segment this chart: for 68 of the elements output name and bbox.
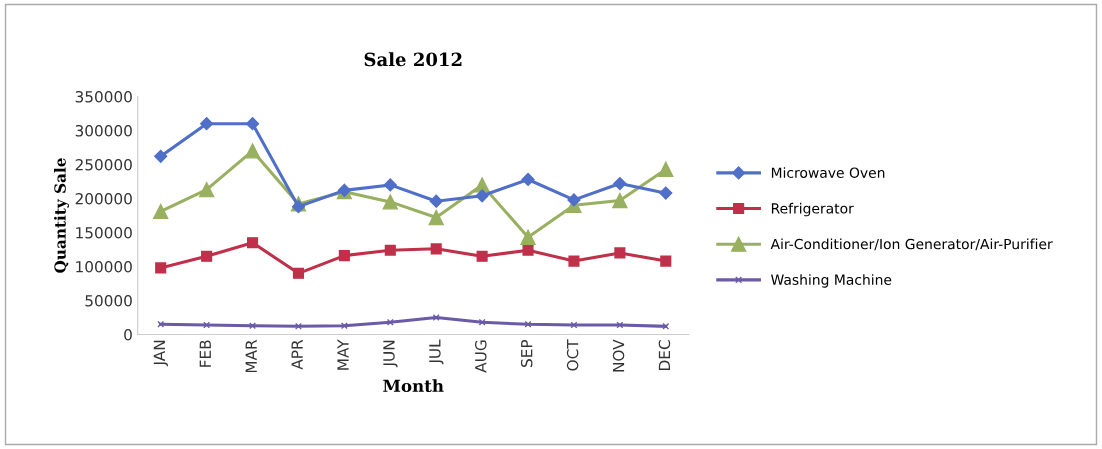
point bbox=[429, 194, 443, 208]
x-tick-label: NOV bbox=[612, 339, 625, 372]
x-tick-label: APR bbox=[291, 339, 303, 370]
x-axis-title: Month bbox=[383, 379, 444, 393]
point bbox=[294, 322, 302, 330]
x-tick-label: MAR bbox=[245, 339, 257, 373]
y-tick-label: 150000 bbox=[76, 226, 132, 239]
chart-title: Sale 2012 bbox=[364, 52, 462, 67]
point bbox=[430, 243, 442, 255]
point bbox=[613, 176, 627, 191]
point bbox=[520, 229, 536, 245]
point bbox=[659, 186, 673, 200]
point bbox=[612, 192, 628, 209]
legend-label: Refrigerator bbox=[771, 202, 854, 217]
point bbox=[428, 209, 444, 226]
y-tick-label: 200000 bbox=[75, 192, 132, 205]
point bbox=[203, 321, 211, 329]
point bbox=[521, 172, 535, 187]
x-tick-label: OCT bbox=[566, 339, 579, 371]
x-tick-label: DEC bbox=[658, 340, 671, 370]
y-tick-label: 0 bbox=[124, 328, 132, 341]
point bbox=[292, 267, 305, 279]
point bbox=[198, 182, 215, 198]
point bbox=[200, 117, 214, 131]
point bbox=[201, 250, 213, 262]
y-tick-label: 350000 bbox=[75, 91, 132, 103]
point bbox=[524, 320, 532, 328]
point bbox=[614, 247, 626, 259]
x-tick-label: MAY bbox=[337, 339, 349, 370]
point bbox=[658, 161, 674, 177]
point bbox=[291, 200, 306, 214]
point bbox=[478, 318, 486, 326]
point bbox=[662, 322, 670, 330]
y-tick-label: 50000 bbox=[85, 294, 132, 307]
point bbox=[382, 194, 398, 210]
x-tick-label: FEB bbox=[199, 340, 211, 367]
point bbox=[246, 237, 259, 249]
x-tick-label: AUG bbox=[475, 340, 487, 373]
x-tick-label: JUL bbox=[429, 339, 444, 365]
point bbox=[568, 255, 580, 267]
point bbox=[522, 244, 534, 256]
point bbox=[383, 178, 397, 192]
point bbox=[570, 321, 578, 329]
point bbox=[244, 143, 261, 159]
y-tick-label: 250000 bbox=[75, 158, 132, 171]
x-tick-label: SEP bbox=[520, 339, 533, 367]
point bbox=[153, 203, 169, 220]
x-tick-label: JAN bbox=[153, 340, 168, 367]
y-tick-label: 100000 bbox=[76, 260, 132, 273]
point bbox=[475, 189, 489, 203]
legend-label: Microwave Oven bbox=[771, 167, 885, 178]
y-tick-label: 300000 bbox=[75, 125, 132, 137]
point bbox=[249, 322, 257, 330]
point bbox=[338, 250, 350, 262]
y-axis-title: Quantity Sale bbox=[54, 158, 70, 273]
point bbox=[155, 262, 167, 274]
point bbox=[660, 255, 672, 267]
point bbox=[384, 244, 396, 256]
x-tick-label: JUN bbox=[383, 340, 398, 368]
point bbox=[616, 321, 624, 329]
point bbox=[474, 177, 490, 193]
point bbox=[245, 117, 260, 131]
legend-label: Air-Conditioner/Ion Generator/Air-Purifier bbox=[770, 238, 1053, 251]
point bbox=[476, 250, 488, 262]
point bbox=[567, 193, 581, 207]
legend-label: Washing Machine bbox=[771, 274, 892, 288]
point bbox=[154, 149, 168, 163]
point bbox=[432, 314, 440, 321]
